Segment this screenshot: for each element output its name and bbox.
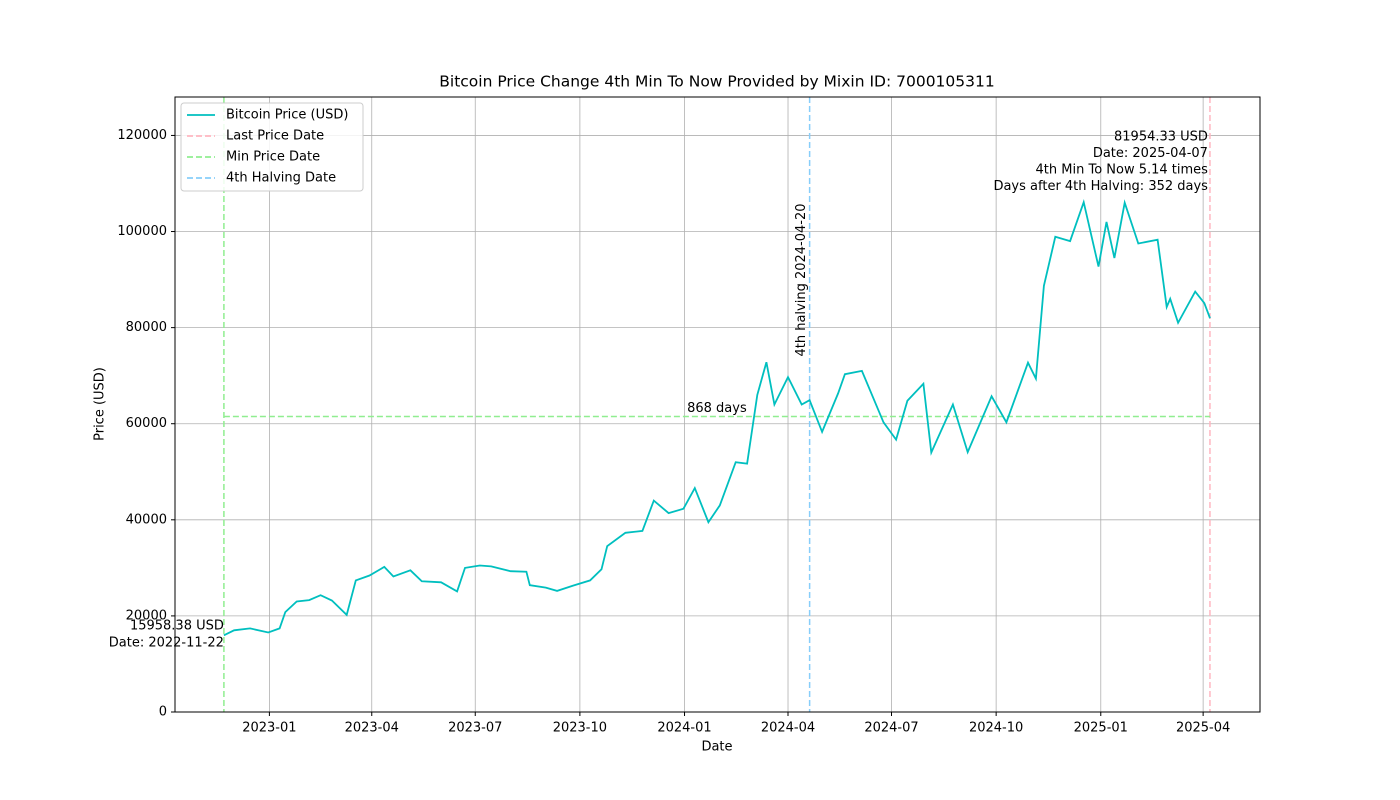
- x-tick-label: 2024-07: [864, 721, 918, 736]
- price-line: [223, 198, 1211, 637]
- min-annotation: 15958.38 USD: [130, 619, 224, 634]
- legend-label: Bitcoin Price (USD): [226, 108, 348, 123]
- legend-label: Last Price Date: [226, 129, 324, 144]
- y-tick-label: 120000: [117, 128, 167, 143]
- y-tick-label: 40000: [126, 512, 167, 527]
- last-annotation: Days after 4th Halving: 352 days: [993, 179, 1208, 194]
- x-tick-label: 2023-07: [448, 721, 502, 736]
- x-tick-label: 2025-01: [1074, 721, 1128, 736]
- legend-label: Min Price Date: [226, 150, 320, 165]
- reference-label: 4th halving 2024-04-20: [794, 203, 809, 356]
- legend-box: [180, 102, 364, 192]
- x-tick-label: 2024-01: [657, 721, 711, 736]
- last-annotation: 81954.33 USD: [1114, 130, 1208, 145]
- x-axis-label: Date: [701, 740, 732, 755]
- x-tick-label: 2023-01: [242, 721, 296, 736]
- last-annotation: Date: 2025-04-07: [1093, 146, 1208, 161]
- legend-label: 4th Halving Date: [226, 171, 336, 186]
- x-tick-label: 2025-04: [1176, 721, 1230, 736]
- chart-title: Bitcoin Price Change 4th Min To Now Prov…: [439, 73, 994, 91]
- x-tick-label: 2024-10: [969, 721, 1023, 736]
- min-annotation: Date: 2022-11-22: [109, 636, 224, 651]
- last-annotation: 4th Min To Now 5.14 times: [1036, 163, 1209, 178]
- plot-frame: [174, 96, 1261, 713]
- legend: Bitcoin Price (USD) Last Price Date Min Pr…: [180, 102, 364, 192]
- x-tick-label: 2024-04: [761, 721, 815, 736]
- y-tick-label: 0: [159, 705, 167, 720]
- days-label: 868 days: [687, 401, 747, 416]
- y-tick-label: 80000: [126, 320, 167, 335]
- x-tick-label: 2023-10: [553, 721, 607, 736]
- y-tick-label: 20000: [126, 608, 167, 623]
- x-tick-label: 2023-04: [345, 721, 399, 736]
- y-tick-label: 60000: [126, 416, 167, 431]
- y-tick-label: 100000: [117, 224, 167, 239]
- y-axis-label: Price (USD): [93, 367, 108, 441]
